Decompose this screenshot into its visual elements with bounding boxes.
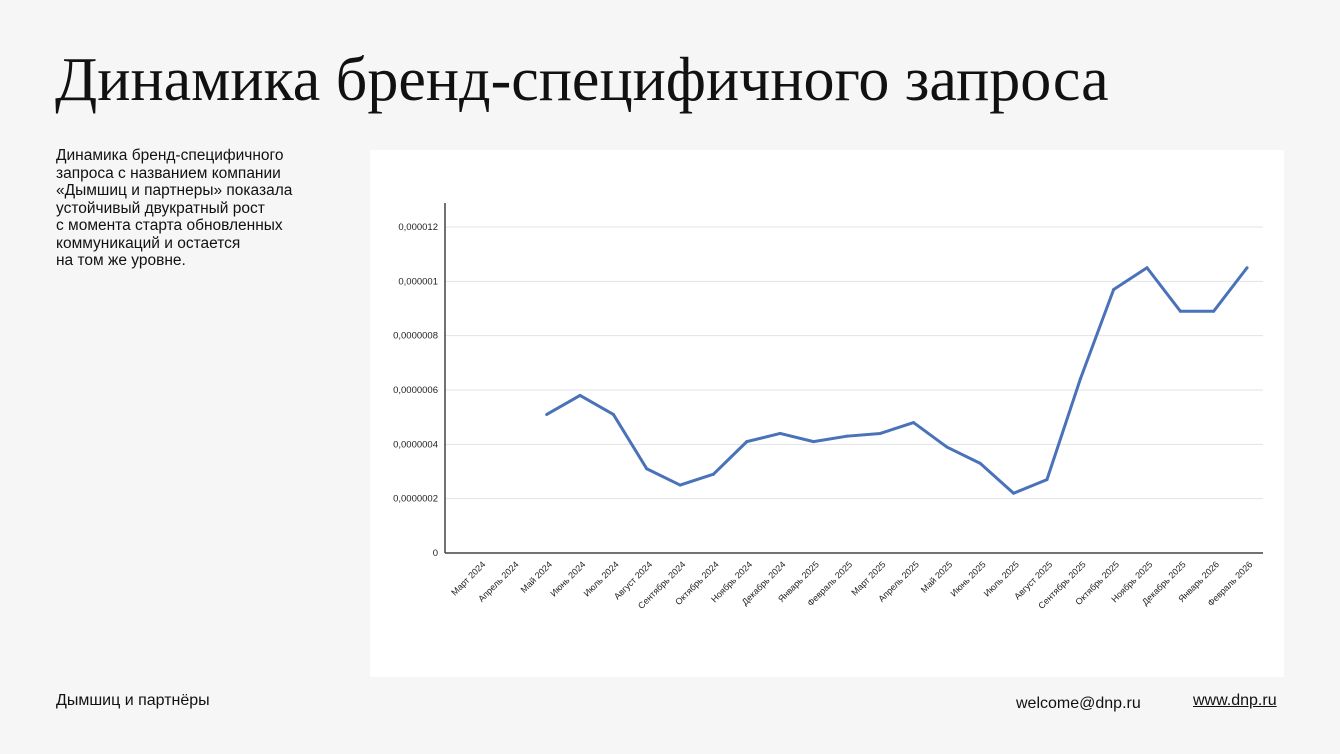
data-point bbox=[778, 431, 782, 435]
page-title: Динамика бренд-специфичного запроса bbox=[55, 46, 1109, 114]
data-point bbox=[711, 472, 715, 476]
series-line bbox=[545, 266, 1249, 495]
y-tick-label: 0 bbox=[433, 548, 438, 559]
company-name: Дымшиц и партнёры bbox=[56, 692, 210, 709]
y-tick-label: 0,0000006 bbox=[393, 385, 438, 396]
y-tick-label: 0,0000008 bbox=[393, 331, 438, 342]
data-point bbox=[545, 412, 549, 416]
line-chart: 0 0,0000002 0,0000004 0,0000006 0,0000008 0,0… bbox=[393, 203, 1263, 611]
data-point bbox=[978, 461, 982, 465]
data-point bbox=[1145, 266, 1149, 270]
y-tick-label: 0,0000002 bbox=[393, 494, 438, 505]
data-point bbox=[1078, 377, 1082, 381]
data-point bbox=[578, 393, 582, 397]
website-link[interactable]: www.dnp.ru bbox=[1193, 692, 1277, 709]
data-point bbox=[1112, 287, 1116, 291]
data-point bbox=[745, 440, 749, 444]
data-point bbox=[878, 431, 882, 435]
chart-card: 0 0,0000002 0,0000004 0,0000006 0,0000008 0,0… bbox=[370, 150, 1284, 677]
y-tick-label: 0,0000004 bbox=[393, 439, 438, 450]
data-point bbox=[1045, 478, 1049, 482]
data-point bbox=[678, 483, 682, 487]
data-point bbox=[812, 440, 815, 444]
data-point bbox=[611, 412, 615, 416]
data-point bbox=[912, 421, 916, 425]
data-point bbox=[1212, 309, 1216, 313]
email-link[interactable]: welcome@dnp.ru bbox=[1016, 695, 1141, 712]
x-tick-label: Май 2024 bbox=[519, 559, 554, 594]
data-point bbox=[845, 434, 849, 438]
data-point bbox=[1245, 266, 1249, 270]
data-point bbox=[1012, 491, 1016, 495]
data-point bbox=[645, 467, 649, 471]
x-tick-label: Май 2025 bbox=[919, 559, 954, 594]
y-tick-label: 0,000001 bbox=[398, 276, 438, 287]
data-point bbox=[1178, 309, 1182, 313]
data-point bbox=[945, 445, 949, 449]
y-tick-label: 0,000012 bbox=[398, 222, 438, 233]
description: Динамика бренд-специфичного запроса с на… bbox=[56, 147, 293, 269]
